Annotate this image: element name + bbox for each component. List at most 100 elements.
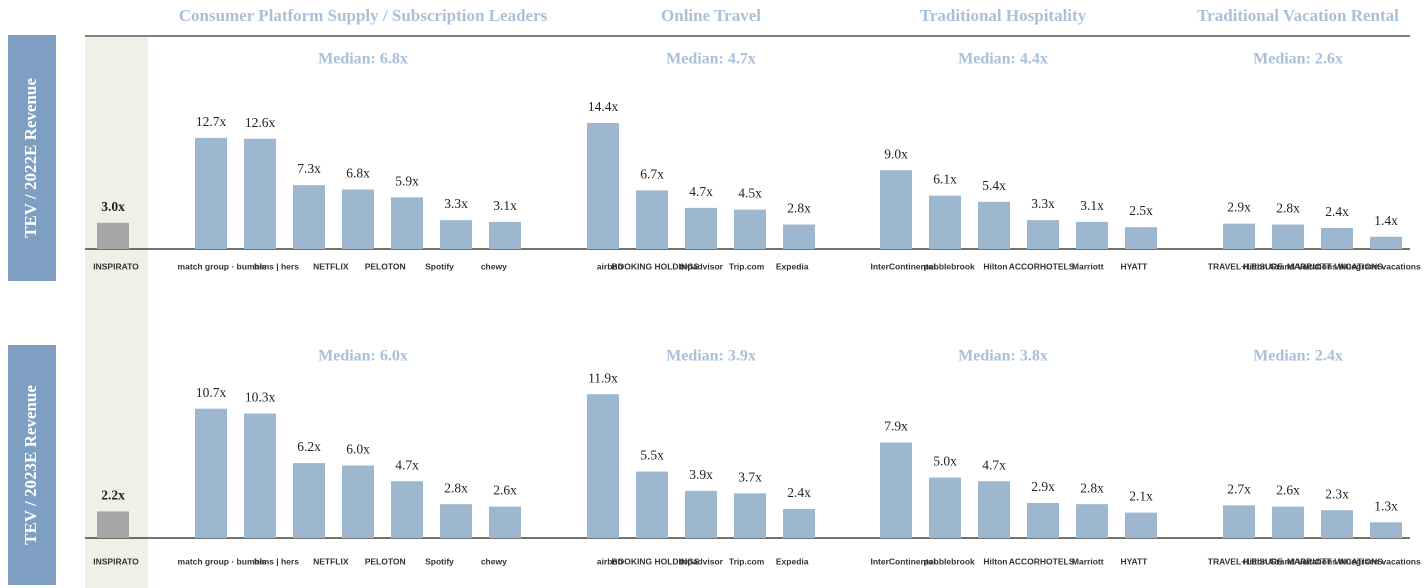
value-label: 5.0x: [933, 454, 957, 469]
value-label: 1.4x: [1374, 213, 1398, 228]
logo: Hilton Grand Vacations: [1243, 261, 1337, 271]
y-axis-label: TEV / 2023E Revenue: [21, 385, 40, 545]
bar: [440, 220, 472, 249]
logo: Spotify: [425, 556, 454, 566]
bar: [1370, 522, 1402, 538]
bar: [1321, 228, 1353, 249]
value-label: 6.8x: [346, 166, 370, 181]
median-label: Median: 4.4x: [958, 51, 1048, 68]
bar: [783, 224, 815, 249]
logo: ACCORHOTELS: [1009, 556, 1075, 566]
bar: [636, 190, 668, 249]
logo: Marriott: [1072, 556, 1104, 566]
logo: match group · bumble: [178, 556, 268, 566]
logo: chewy: [481, 556, 507, 566]
bar: [929, 195, 961, 249]
value-label: 4.5x: [738, 186, 762, 201]
logo: ACCORHOTELS: [1009, 261, 1075, 271]
value-label: 2.6x: [493, 483, 517, 498]
bar: [978, 201, 1010, 249]
logo: BOOKING HOLDINGS: [611, 556, 699, 566]
ylabel-box: [8, 345, 56, 585]
value-label: 4.7x: [395, 457, 419, 472]
bar: [342, 465, 374, 538]
bar: [97, 511, 129, 538]
logo: NETFLIX: [313, 261, 349, 271]
bar: [195, 408, 227, 538]
median-label: Median: 2.4x: [1253, 348, 1343, 365]
logo: Spotify: [425, 261, 454, 271]
median-label: Median: 6.8x: [318, 51, 408, 68]
logo: HYATT: [1120, 261, 1148, 271]
bar: [1076, 504, 1108, 538]
bar: [391, 481, 423, 538]
logo: airbnb: [597, 261, 623, 271]
bar: [244, 413, 276, 538]
value-label: 12.7x: [196, 114, 227, 129]
value-label: 1.3x: [1374, 498, 1398, 513]
value-label: 2.1x: [1129, 489, 1153, 504]
logo: tripadvisor: [679, 261, 724, 271]
median-label: Median: 6.0x: [318, 348, 408, 365]
logo: MARRIOTT VACATIONS: [1287, 261, 1383, 271]
bar: [685, 490, 717, 538]
bar: [978, 481, 1010, 538]
bar: [1223, 223, 1255, 249]
value-label: 3.7x: [738, 469, 762, 484]
logo: INSPIRATO: [93, 556, 139, 566]
bar: [1272, 224, 1304, 249]
value-label: 7.9x: [884, 419, 908, 434]
median-label: Median: 4.7x: [666, 51, 756, 68]
value-label: 2.8x: [1080, 480, 1104, 495]
value-label: 6.0x: [346, 442, 370, 457]
value-label: 11.9x: [588, 370, 618, 385]
value-label: 5.5x: [640, 448, 664, 463]
bar: [880, 170, 912, 249]
logo: airbnb: [597, 556, 623, 566]
bar: [685, 207, 717, 249]
bar: [489, 506, 521, 538]
bar: [1125, 512, 1157, 538]
logo: PELOTON: [365, 556, 406, 566]
value-label: 7.3x: [297, 161, 321, 176]
group-header: Online Travel: [661, 6, 761, 25]
value-label: 10.7x: [196, 385, 227, 400]
value-label: 12.6x: [245, 115, 276, 130]
value-label: 3.1x: [493, 198, 517, 213]
logo: Trip.com: [729, 261, 765, 271]
value-label: 3.9x: [689, 467, 713, 482]
logo: Marriott: [1072, 261, 1104, 271]
bar: [880, 442, 912, 538]
bar: [97, 222, 129, 249]
value-label: 2.4x: [1325, 204, 1349, 219]
logo: tripadvisor: [679, 556, 724, 566]
bar: [1027, 502, 1059, 538]
logo: InterContinental: [870, 261, 935, 271]
value-label: 10.3x: [245, 390, 276, 405]
logo: MARRIOTT VACATIONS: [1287, 556, 1383, 566]
logo: Expedia: [776, 556, 809, 566]
bar: [734, 209, 766, 249]
value-label: 3.3x: [1031, 196, 1055, 211]
group-header: Consumer Platform Supply / Subscription …: [179, 6, 548, 25]
value-label: 14.4x: [588, 99, 619, 114]
logo: hims | hers: [254, 261, 299, 271]
logo: NETFLIX: [313, 556, 349, 566]
logo: PELOTON: [365, 261, 406, 271]
logo: INSPIRATO: [93, 261, 139, 271]
bar: [1370, 236, 1402, 249]
logo: Expedia: [776, 261, 809, 271]
logo: TRAVEL+LEISURE: [1208, 556, 1284, 566]
median-label: Median: 3.8x: [958, 348, 1048, 365]
highlight-label: 3.0x: [101, 199, 125, 214]
bar: [929, 477, 961, 538]
logo: Hilton Grand Vacations: [1243, 556, 1337, 566]
bar: [1027, 220, 1059, 249]
value-label: 2.8x: [787, 201, 811, 216]
highlight-label: 2.2x: [101, 488, 125, 503]
bar: [1223, 505, 1255, 538]
bar: [587, 394, 619, 538]
logo: pebblebrook: [924, 556, 975, 566]
value-label: 2.4x: [787, 485, 811, 500]
